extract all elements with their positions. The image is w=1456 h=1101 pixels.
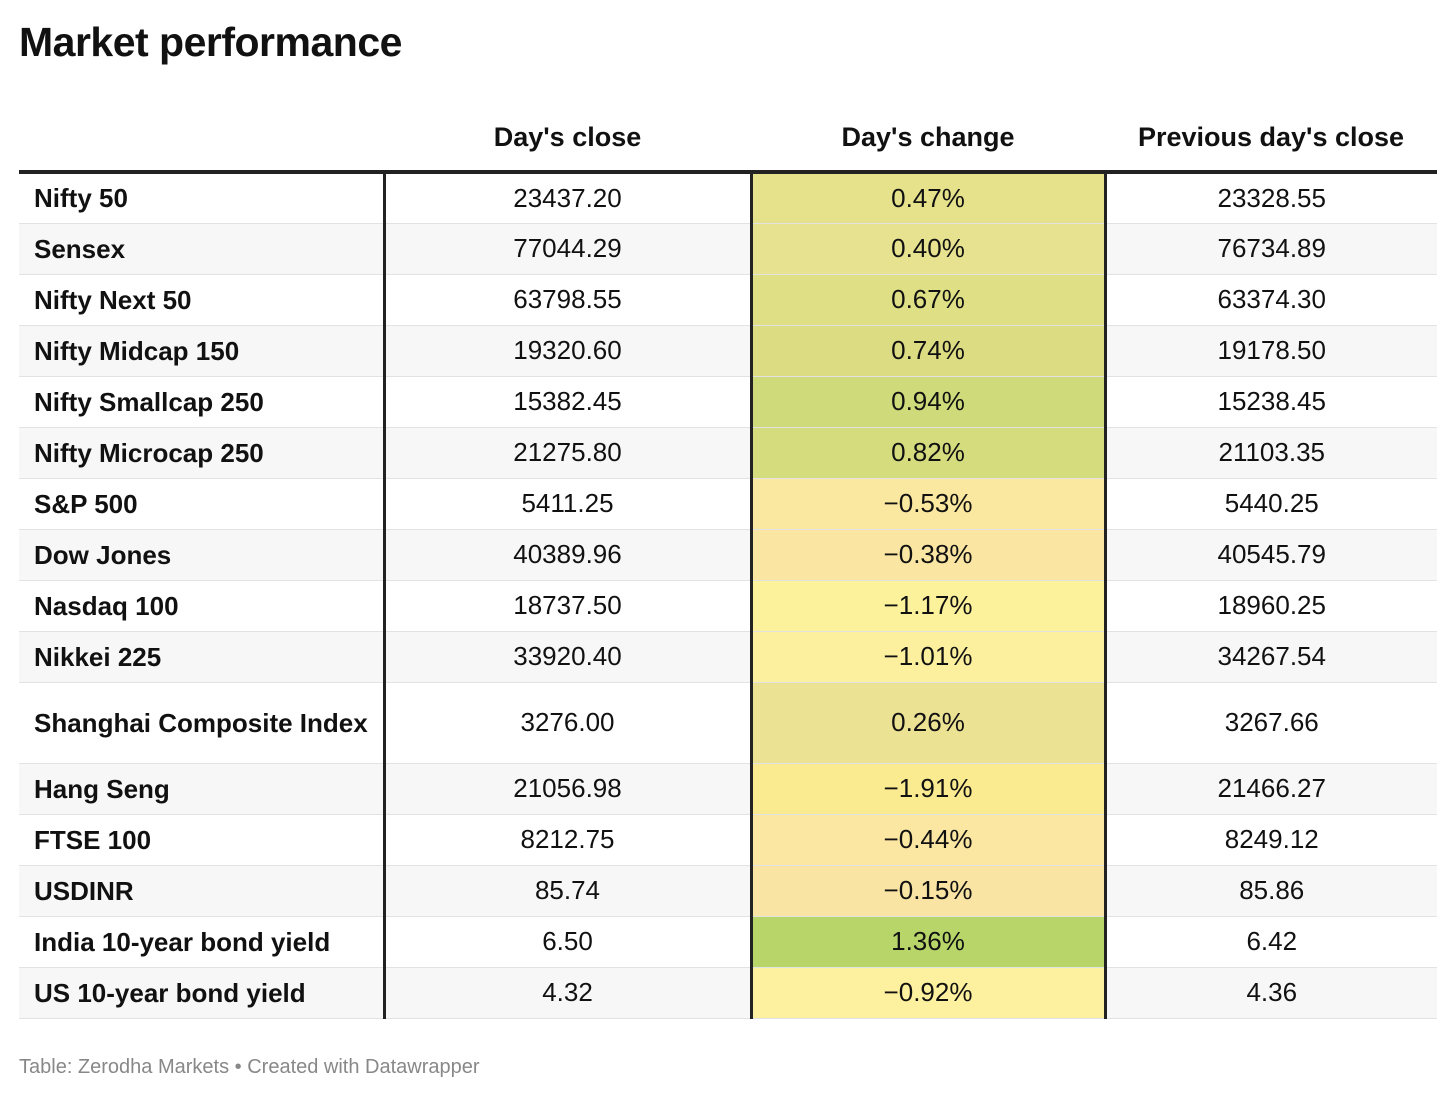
row-name: Shanghai Composite Index xyxy=(19,682,386,764)
table-body: Nifty 50 23437.20 0.47% 23328.55 Sensex 77044… xyxy=(19,172,1437,1019)
days-change-value: 0.26% xyxy=(751,682,1107,764)
previous-close-value: 6.42 xyxy=(1105,916,1437,968)
row-name: Nifty Midcap 150 xyxy=(19,325,386,377)
days-close-value: 6.50 xyxy=(384,916,753,968)
row-name: Sensex xyxy=(19,223,386,275)
market-table: Day's close Day's change Previous day's … xyxy=(19,104,1437,1019)
row-name: FTSE 100 xyxy=(19,814,386,866)
table-row: FTSE 100 8212.75 −0.44% 8249.12 xyxy=(19,814,1437,866)
previous-close-value: 19178.50 xyxy=(1105,325,1437,377)
days-change-value: 0.82% xyxy=(751,427,1107,479)
previous-close-value: 85.86 xyxy=(1105,865,1437,917)
days-change-value: −1.91% xyxy=(751,763,1107,815)
days-close-value: 33920.40 xyxy=(384,631,753,683)
row-name: Dow Jones xyxy=(19,529,386,581)
days-close-value: 15382.45 xyxy=(384,376,753,428)
previous-close-value: 34267.54 xyxy=(1105,631,1437,683)
table-row: Nifty 50 23437.20 0.47% 23328.55 xyxy=(19,172,1437,224)
days-change-value: −1.01% xyxy=(751,631,1107,683)
table-row: Shanghai Composite Index 3276.00 0.26% 3267… xyxy=(19,682,1437,764)
previous-close-value: 15238.45 xyxy=(1105,376,1437,428)
days-close-value: 5411.25 xyxy=(384,478,753,530)
days-close-value: 3276.00 xyxy=(384,682,753,764)
table-row: Hang Seng 21056.98 −1.91% 21466.27 xyxy=(19,763,1437,815)
row-name: Nikkei 225 xyxy=(19,631,386,683)
row-name: Hang Seng xyxy=(19,763,386,815)
previous-close-value: 21103.35 xyxy=(1105,427,1437,479)
table-row: Nifty Microcap 250 21275.80 0.82% 21103.35 xyxy=(19,427,1437,479)
days-close-value: 21275.80 xyxy=(384,427,753,479)
previous-close-value: 5440.25 xyxy=(1105,478,1437,530)
previous-close-value: 23328.55 xyxy=(1105,172,1437,224)
page-title: Market performance xyxy=(19,19,402,65)
days-change-value: −1.17% xyxy=(751,580,1107,632)
previous-close-value: 76734.89 xyxy=(1105,223,1437,275)
row-name: S&P 500 xyxy=(19,478,386,530)
days-close-value: 18737.50 xyxy=(384,580,753,632)
row-name: Nifty Microcap 250 xyxy=(19,427,386,479)
table-row: US 10-year bond yield 4.32 −0.92% 4.36 xyxy=(19,967,1437,1019)
previous-close-value: 21466.27 xyxy=(1105,763,1437,815)
row-name: India 10-year bond yield xyxy=(19,916,386,968)
source-footer: Table: Zerodha Markets • Created with Da… xyxy=(19,1056,480,1078)
days-close-value: 77044.29 xyxy=(384,223,753,275)
header-previous-close: Previous day's close xyxy=(1105,104,1437,174)
days-close-value: 40389.96 xyxy=(384,529,753,581)
previous-close-value: 40545.79 xyxy=(1105,529,1437,581)
days-close-value: 63798.55 xyxy=(384,274,753,326)
table-row: India 10-year bond yield 6.50 1.36% 6.42 xyxy=(19,916,1437,968)
table-row: Nifty Smallcap 250 15382.45 0.94% 15238.45 xyxy=(19,376,1437,428)
table-row: Nifty Midcap 150 19320.60 0.74% 19178.50 xyxy=(19,325,1437,377)
previous-close-value: 18960.25 xyxy=(1105,580,1437,632)
previous-close-value: 4.36 xyxy=(1105,967,1437,1019)
days-change-value: 0.47% xyxy=(751,172,1107,224)
previous-close-value: 8249.12 xyxy=(1105,814,1437,866)
table-row: Dow Jones 40389.96 −0.38% 40545.79 xyxy=(19,529,1437,581)
days-change-value: −0.92% xyxy=(751,967,1107,1019)
days-close-value: 85.74 xyxy=(384,865,753,917)
days-change-value: −0.53% xyxy=(751,478,1107,530)
days-change-value: 0.74% xyxy=(751,325,1107,377)
days-change-value: 0.94% xyxy=(751,376,1107,428)
days-change-value: 1.36% xyxy=(751,916,1107,968)
row-name: Nifty 50 xyxy=(19,172,386,224)
days-close-value: 4.32 xyxy=(384,967,753,1019)
days-change-value: −0.38% xyxy=(751,529,1107,581)
days-close-value: 19320.60 xyxy=(384,325,753,377)
days-change-value: −0.15% xyxy=(751,865,1107,917)
table-row: Nikkei 225 33920.40 −1.01% 34267.54 xyxy=(19,631,1437,683)
row-name: US 10-year bond yield xyxy=(19,967,386,1019)
days-change-value: 0.67% xyxy=(751,274,1107,326)
previous-close-value: 3267.66 xyxy=(1105,682,1437,764)
header-name xyxy=(19,104,384,174)
row-name: Nasdaq 100 xyxy=(19,580,386,632)
days-change-value: 0.40% xyxy=(751,223,1107,275)
header-days-close: Day's close xyxy=(384,104,751,174)
days-change-value: −0.44% xyxy=(751,814,1107,866)
row-name: USDINR xyxy=(19,865,386,917)
table-row: Sensex 77044.29 0.40% 76734.89 xyxy=(19,223,1437,275)
row-name: Nifty Smallcap 250 xyxy=(19,376,386,428)
days-close-value: 8212.75 xyxy=(384,814,753,866)
days-close-value: 23437.20 xyxy=(384,172,753,224)
table-row: Nasdaq 100 18737.50 −1.17% 18960.25 xyxy=(19,580,1437,632)
table-header-row: Day's close Day's change Previous day's … xyxy=(19,104,1437,174)
previous-close-value: 63374.30 xyxy=(1105,274,1437,326)
row-name: Nifty Next 50 xyxy=(19,274,386,326)
days-close-value: 21056.98 xyxy=(384,763,753,815)
table-row: S&P 500 5411.25 −0.53% 5440.25 xyxy=(19,478,1437,530)
header-days-change: Day's change xyxy=(751,104,1105,174)
table-row: USDINR 85.74 −0.15% 85.86 xyxy=(19,865,1437,917)
table-row: Nifty Next 50 63798.55 0.67% 63374.30 xyxy=(19,274,1437,326)
